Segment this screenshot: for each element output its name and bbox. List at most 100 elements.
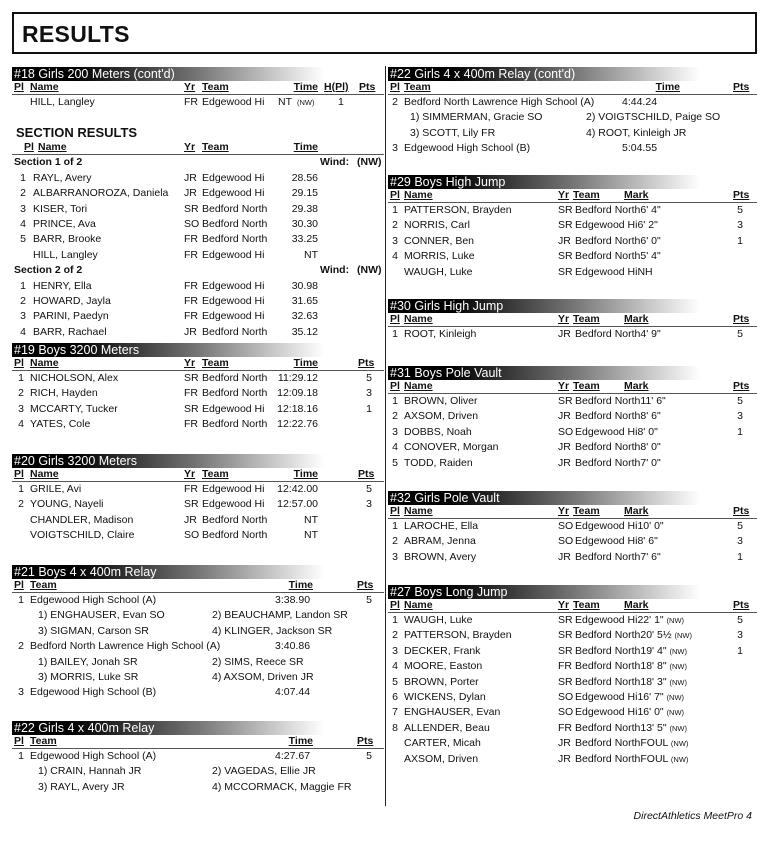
place: 2	[392, 96, 398, 108]
result-row: 3 PARINI, Paedyn FR Edgewood Hi 32.63	[12, 309, 384, 324]
mark: NH	[637, 265, 653, 278]
year: FR	[558, 721, 572, 734]
athlete-name: PARINI, Paedyn	[33, 310, 109, 323]
result-row: 1 NICHOLSON, Alex SR Bedford North 11:29.12 5	[12, 371, 384, 386]
team: Bedford North	[575, 410, 641, 423]
team: Bedford North	[575, 752, 641, 765]
header-time: Time	[293, 468, 318, 480]
header-name: Name	[30, 468, 59, 480]
year: SO	[558, 520, 574, 532]
section-label: Section 2 of 2	[14, 264, 83, 277]
team: Bedford North	[575, 660, 641, 673]
header-name: Name	[30, 81, 59, 93]
athlete-name: MORRIS, Luke	[404, 250, 475, 263]
relay-legs-row: 1) BAILEY, Jonah SR 2) SIMS, Reece SR	[12, 655, 384, 670]
heat-place: 1	[338, 96, 344, 108]
place: 4	[20, 217, 26, 230]
header-yr: Yr	[184, 468, 196, 480]
team: Bedford North	[575, 456, 641, 469]
event-section: #20 Girls 3200 Meters Pl Name Yr Team Time Pts…	[12, 454, 384, 544]
result-row: 4 MOORE, Easton FR Bedford North18' 8" (NW)	[388, 659, 757, 674]
event-section: #32 Girls Pole Vault Pl Name Yr Team Mark Pts 1…	[388, 491, 757, 565]
result-row: 3 DECKER, Frank SR Bedford North19' 4" (NW)…	[388, 644, 757, 659]
relay-leg: 1) ENGHAUSER, Evan SO	[38, 609, 165, 622]
mark: 8' 0"	[640, 441, 661, 454]
result-row: 5 TODD, Raiden JR Bedford North7' 0"	[388, 456, 757, 471]
header-yr: Yr	[558, 189, 570, 201]
relay-leg: 1) SIMMERMAN, Gracie SO	[410, 111, 543, 124]
header-pts: Pts	[733, 599, 750, 611]
team-mark: Bedford North13' 5" (NW)	[575, 721, 687, 736]
year: FR	[184, 233, 198, 246]
year: SR	[558, 629, 573, 642]
year: SR	[558, 250, 573, 263]
result-row: 1 HENRY, Ella FR Edgewood Hi 30.98	[12, 279, 384, 294]
athlete-name: RAYL, Avery	[33, 171, 92, 184]
relay-team: Bedford North Lawrence High School (A)	[404, 96, 595, 108]
team-mark: Bedford North6' 0"	[575, 234, 661, 249]
athlete-name: AXSOM, Driven	[404, 752, 479, 765]
time: 12:22.76	[277, 418, 318, 431]
points: 3	[737, 219, 743, 232]
place: 1	[18, 483, 24, 495]
athlete-name: LAROCHE, Ella	[404, 520, 479, 532]
team: Edgewood Hi	[575, 425, 638, 438]
time: 3:40.86	[275, 640, 311, 653]
wind: (NW)	[669, 662, 687, 672]
relay-team: Edgewood High School (B)	[30, 686, 157, 699]
team-mark: Bedford North7' 6"	[575, 550, 661, 565]
team: Bedford North	[202, 387, 268, 400]
athlete-name: TODD, Raiden	[404, 456, 473, 469]
place: 1	[392, 614, 398, 626]
section-results: SECTION RESULTS Pl Name Yr Team Time Section 1…	[12, 125, 384, 340]
header-yr: Yr	[184, 141, 196, 154]
result-row: 2 YOUNG, Nayeli SR Edgewood Hi 12:57.00 3	[12, 497, 384, 512]
relay-leg: 2) VAGEDAS, Ellie JR	[212, 765, 316, 778]
place: 6	[392, 690, 398, 703]
year: FR	[184, 96, 198, 108]
time: NT	[304, 248, 318, 261]
team: Edgewood Hi	[575, 706, 638, 719]
athlete-name: CARTER, Micah	[404, 737, 481, 750]
team: Bedford North	[202, 233, 268, 246]
time: 12:57.00	[277, 498, 318, 511]
athlete-name: DOBBS, Noah	[404, 425, 472, 438]
place: 3	[392, 644, 398, 657]
time: 12:18.16	[277, 402, 318, 415]
team-mark: Edgewood Hi10' 0"	[575, 519, 664, 534]
header-pts: Pts	[359, 81, 376, 93]
column-header-row: Pl Name Yr Team Time Pts	[12, 468, 384, 482]
header-yr: Yr	[558, 599, 570, 611]
time: 12:42.00	[277, 483, 318, 495]
result-row: 1 ROOT, Kinleigh JR Bedford North4' 9" 5	[388, 327, 757, 342]
event-title: #29 Boys High Jump	[388, 175, 700, 189]
event-title: #18 Girls 200 Meters (cont'd)	[12, 67, 324, 81]
team-mark: Bedford North19' 4" (NW)	[575, 644, 687, 659]
relay-team-row: 1 Edgewood High School (A) 4:27.67 5	[12, 749, 384, 764]
header-pl: Pl	[390, 81, 400, 93]
points: 1	[737, 550, 743, 563]
header-pl: Pl	[390, 313, 400, 325]
relay-leg: 2) SIMS, Reece SR	[212, 655, 304, 668]
column-header-row: Pl Name Yr Team Mark Pts	[388, 380, 757, 394]
result-row: WAUGH, Luke SR Edgewood HiNH	[388, 265, 757, 280]
team: Bedford North	[202, 529, 268, 542]
wind-value: (NW)	[357, 264, 382, 277]
result-row: 1 GRILE, Avi FR Edgewood Hi 12:42.00 5	[12, 482, 384, 497]
mark: 19' 4"	[640, 644, 667, 657]
place: 1	[18, 594, 24, 606]
result-row: 3 MCCARTY, Tucker SR Edgewood Hi 12:18.16 1	[12, 402, 384, 417]
team: Bedford North	[575, 204, 641, 216]
team-mark: Bedford North20' 5½ (NW)	[575, 628, 692, 643]
header-pts: Pts	[733, 189, 750, 201]
time: NT	[304, 513, 318, 526]
header-name: Name	[30, 357, 59, 369]
wind-label: Wind:	[320, 264, 350, 277]
header-mark: Mark	[624, 505, 649, 517]
year: JR	[558, 441, 571, 454]
athlete-name: GRILE, Avi	[30, 483, 82, 495]
points: 1	[737, 425, 743, 438]
team: Bedford North	[575, 234, 641, 247]
result-row: 1 WAUGH, Luke SR Edgewood Hi22' 1" (NW) 5	[388, 613, 757, 628]
team: Bedford North	[202, 418, 268, 431]
